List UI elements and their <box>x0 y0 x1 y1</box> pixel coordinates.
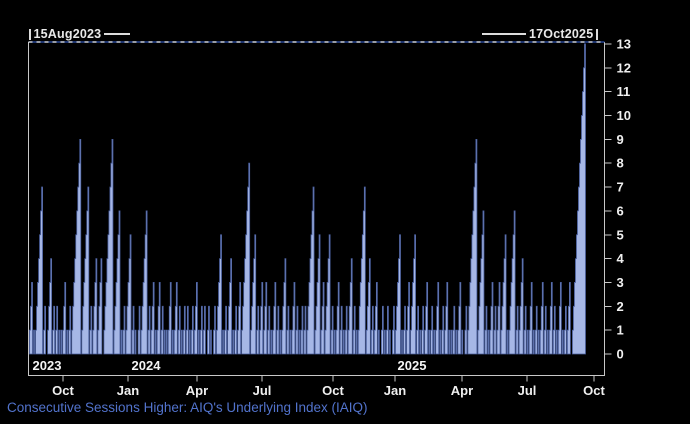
y-axis-tick-label: 9 <box>617 132 624 147</box>
chart-caption: Consecutive Sessions Higher: AIQ's Under… <box>7 400 368 415</box>
range-start-tick-icon <box>29 28 31 40</box>
y-axis-tick-label: 10 <box>617 108 631 123</box>
y-axis-tick-label: 3 <box>617 275 624 290</box>
y-axis-tick-label: 5 <box>617 227 624 242</box>
range-start-date: 15Aug2023 <box>33 27 102 41</box>
x-axis-year-label: 2024 <box>132 358 162 373</box>
x-axis-month-label: Jan <box>117 383 139 398</box>
bars-series <box>29 43 586 355</box>
x-axis-month-label: Apr <box>186 383 208 398</box>
x-axis-month-label: Oct <box>322 383 344 398</box>
x-axis-month-label: Oct <box>583 383 605 398</box>
y-axis-tick-label: 1 <box>617 323 624 338</box>
x-axis-month-label: Oct <box>52 383 74 398</box>
y-axis-tick-label: 4 <box>617 251 625 266</box>
plot-frame <box>28 42 605 376</box>
x-axis-month-label: Apr <box>451 383 473 398</box>
x-axis-month-label: Jan <box>384 383 406 398</box>
range-end-tick-icon <box>596 28 598 40</box>
range-end-line-icon <box>482 33 526 35</box>
y-axis-tick-label: 8 <box>617 156 624 171</box>
x-axis-year-label: 2023 <box>33 358 62 373</box>
range-start-line-icon <box>104 33 131 35</box>
x-axis-year-label: 2025 <box>398 358 427 373</box>
y-axis-tick-label: 0 <box>617 347 624 362</box>
date-range-end-marker: 17Oct2025 <box>482 27 598 41</box>
y-axis-tick-label: 2 <box>617 299 624 314</box>
y-axis-tick-label: 12 <box>617 60 631 75</box>
y-axis-tick-label: 13 <box>617 36 631 51</box>
y-axis-tick-label: 6 <box>617 203 624 218</box>
y-axis-tick-label: 7 <box>617 180 624 195</box>
range-end-date: 17Oct2025 <box>529 27 594 41</box>
x-axis-month-label: Jul <box>518 383 537 398</box>
x-axis-month-label: Jul <box>253 383 272 398</box>
date-range-start-marker: 15Aug2023 <box>29 27 131 41</box>
y-axis-tick-label: 11 <box>617 84 631 99</box>
